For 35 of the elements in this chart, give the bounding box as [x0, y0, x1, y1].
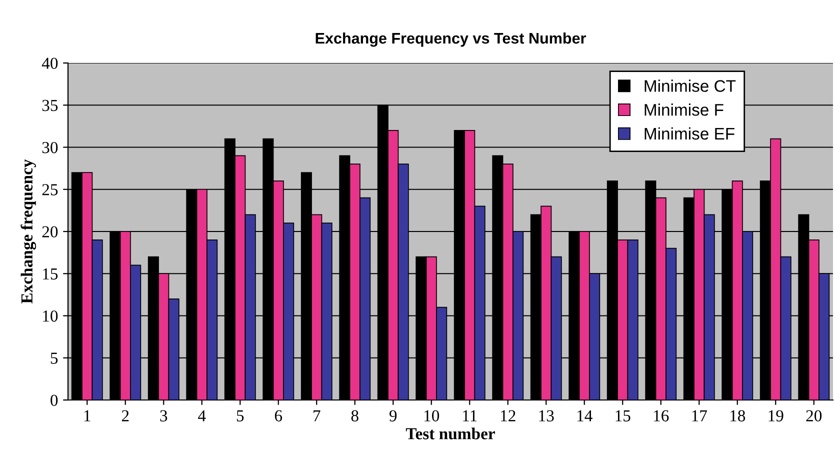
x-tick-label: 5 [236, 410, 244, 422]
x-tick-label: 14 [578, 410, 592, 422]
legend-label: Minimise CT [644, 80, 736, 92]
x-tick-label: 13 [539, 410, 554, 422]
x-tick-label: 2 [122, 410, 129, 422]
x-tick-label: 8 [351, 410, 358, 422]
y-tick-label: 40 [42, 58, 58, 69]
y-axis-title: Exchange frequency [20, 159, 36, 304]
x-tick-label: 20 [806, 410, 822, 422]
x-tick-label: 17 [692, 410, 707, 422]
legend-label: Minimise EF [644, 127, 734, 140]
y-tick-label: 15 [43, 268, 58, 280]
x-axis-title: Test number [406, 428, 495, 440]
y-tick-label: 35 [42, 100, 58, 112]
x-tick-label: 15 [616, 410, 630, 422]
x-tick-label: 6 [274, 410, 282, 422]
x-tick-label: 3 [160, 410, 168, 422]
x-tick-label: 7 [314, 410, 320, 422]
y-tick-label: 30 [42, 142, 58, 154]
y-tick-label: 0 [50, 394, 58, 406]
y-tick-label: 20 [42, 226, 58, 238]
y-tick-label: 25 [42, 184, 58, 196]
x-tick-label: 1 [84, 410, 90, 422]
x-tick-label: 16 [654, 410, 669, 422]
x-tick-label: 11 [463, 410, 477, 422]
x-tick-label: 12 [501, 410, 516, 422]
x-tick-label: 18 [730, 410, 746, 422]
x-tick-label: 4 [198, 410, 206, 422]
y-tick-label: 5 [50, 352, 58, 364]
y-tick-label: 10 [43, 310, 58, 322]
legend-label: Minimise F [644, 104, 724, 116]
x-tick-label: 19 [768, 410, 784, 422]
x-tick-label: 9 [389, 410, 397, 422]
chart-title: Exchange Frequency vs Test Number [316, 32, 586, 47]
x-tick-label: 10 [424, 410, 440, 422]
